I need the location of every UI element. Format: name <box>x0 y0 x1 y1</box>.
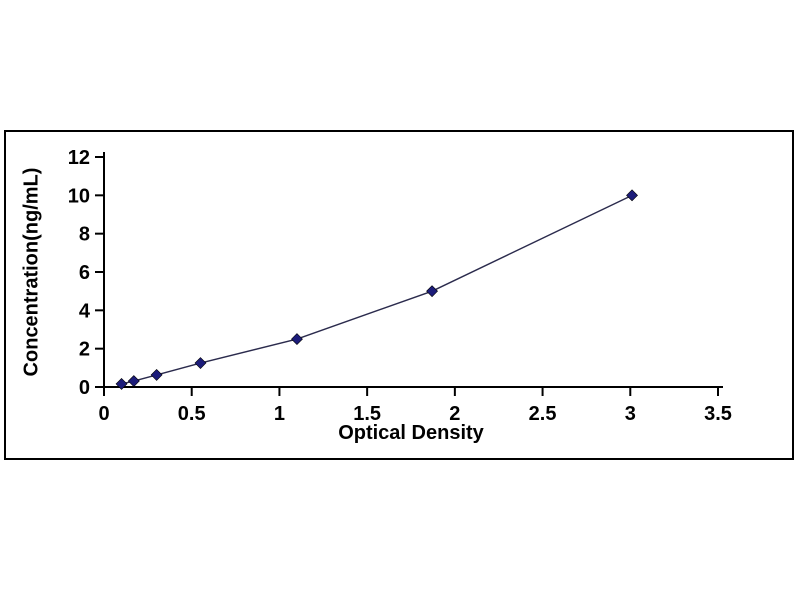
y-tick-label: 0 <box>79 377 90 399</box>
standard-curve-chart: 0 2 4 6 8 10 12 0 0.5 1 1.5 2 2.5 3 3.5 <box>68 147 732 425</box>
x-tick-label: 3.5 <box>704 403 732 425</box>
y-tick-label: 6 <box>79 262 90 284</box>
data-point-marker <box>150 369 163 381</box>
y-axis-title: Concentration(ng/mL) <box>20 167 43 377</box>
y-tick-label: 2 <box>79 339 90 361</box>
x-tick-label: 1 <box>274 403 285 425</box>
x-tick-label: 0.5 <box>178 403 206 425</box>
y-tick-label: 8 <box>79 224 90 246</box>
x-tick-label: 2.5 <box>529 403 557 425</box>
x-tick-label: 2 <box>449 403 460 425</box>
x-tick-label: 0 <box>98 403 109 425</box>
data-point-marker <box>426 285 438 298</box>
data-point-marker <box>626 189 638 202</box>
data-point-marker <box>115 378 128 390</box>
x-axis-title: Optical Density <box>338 422 484 444</box>
x-tick-label: 3 <box>625 403 636 425</box>
y-tick-label: 4 <box>79 300 91 322</box>
data-point-marker <box>127 375 140 387</box>
y-tick-label: 12 <box>68 147 90 169</box>
data-point-marker <box>291 333 303 346</box>
curve-line <box>121 194 633 385</box>
data-point-marker <box>194 357 207 369</box>
y-tick-label: 10 <box>68 185 90 207</box>
x-tick-label: 1.5 <box>353 403 381 425</box>
chart-frame: 0 2 4 6 8 10 12 0 0.5 1 1.5 2 2.5 3 3.5 Optical Densit… <box>4 130 794 460</box>
